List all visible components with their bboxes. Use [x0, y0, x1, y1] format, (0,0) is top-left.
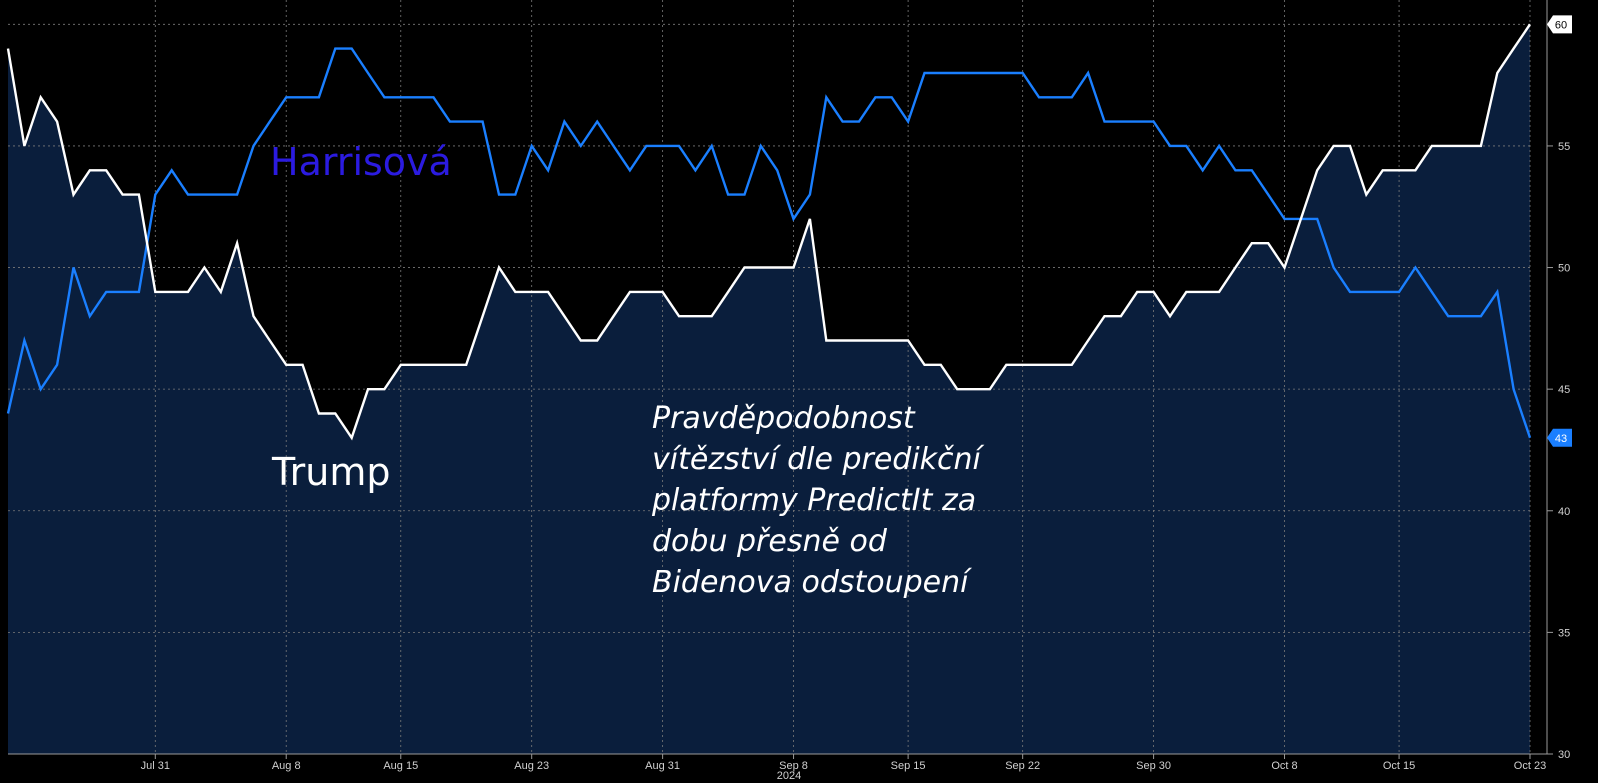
series-layer	[6, 23, 1532, 441]
last-value-badge-trump	[1547, 15, 1572, 34]
last-value-badges: 43 60	[1547, 15, 1572, 447]
x-tick-label: Aug 31	[645, 760, 680, 772]
annotation-line: Pravděpodobnost	[652, 401, 916, 436]
last-value-badge-harris	[1547, 428, 1572, 447]
annotation-line: Bidenova odstoupení	[652, 565, 972, 600]
series-line-harris	[6, 47, 1532, 439]
y-tick-label: 50	[1558, 263, 1570, 275]
annotation-line: vítězství dle predikční	[652, 442, 985, 477]
annotation-line: dobu přesně od	[652, 524, 888, 559]
y-tick-label: 30	[1558, 749, 1570, 761]
series-line-trump	[6, 23, 1531, 441]
y-tick-label: 55	[1558, 141, 1570, 153]
y-tick-label: 40	[1558, 506, 1570, 518]
y-tick-label: 45	[1558, 384, 1570, 396]
x-tick-label: Oct 8	[1271, 760, 1297, 772]
last-value-label-trump: 60	[1555, 19, 1567, 31]
x-axis-ticks: Jul 31 Aug 8 Aug 15 Aug 23 Aug 31 Sep 8 Sep 15…	[141, 754, 1546, 772]
series-label-harris: Harrisová	[270, 140, 452, 184]
series-label-trump: Trump	[271, 450, 390, 494]
last-value-label-harris: 43	[1555, 433, 1567, 445]
x-tick-label: Jul 31	[141, 760, 170, 772]
x-tick-label: Sep 8	[779, 760, 808, 772]
x-tick-label: Aug 23	[514, 760, 549, 772]
x-tick-label: Sep 30	[1136, 760, 1171, 772]
x-tick-label: Aug 15	[383, 760, 418, 772]
x-tick-label: Aug 8	[272, 760, 301, 772]
x-tick-label: Oct 15	[1383, 760, 1415, 772]
y-tick-label: 35	[1558, 627, 1570, 639]
annotation-line: platformy PredictIt za	[651, 483, 976, 518]
x-axis-year-label: 2024	[777, 770, 801, 782]
x-tick-label: Sep 22	[1005, 760, 1040, 772]
x-tick-label: Sep 15	[891, 760, 926, 772]
annotation-text: Pravděpodobnost vítězství dle predikční …	[651, 401, 985, 600]
x-tick-label: Oct 23	[1514, 760, 1546, 772]
